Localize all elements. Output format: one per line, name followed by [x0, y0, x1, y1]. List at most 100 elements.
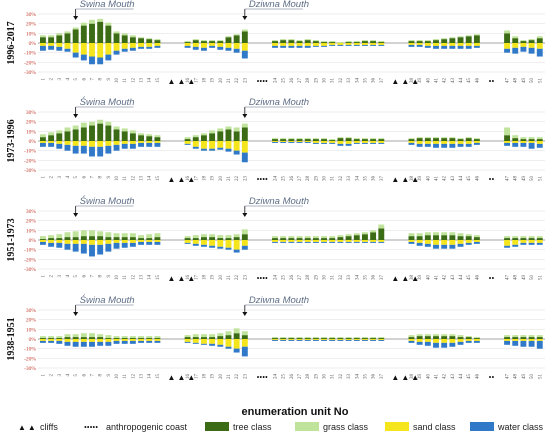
bar-tree [473, 338, 480, 339]
bar-grass [113, 126, 120, 130]
bar-sand [296, 339, 303, 340]
bar-grass [321, 138, 328, 140]
bar-sand [441, 339, 448, 343]
bar-sand [312, 141, 319, 143]
bar-water [504, 340, 511, 345]
bar-grass [353, 138, 360, 140]
bar-sand [272, 141, 278, 142]
bar-tree [48, 338, 55, 339]
bar-sand [304, 141, 311, 142]
bar-water [72, 52, 79, 58]
bar-water [105, 54, 112, 61]
y-tick-label: -30% [24, 168, 36, 174]
bar-water [121, 340, 128, 344]
x-tick-label: 49 [522, 374, 527, 380]
bar-sand [40, 141, 46, 143]
bar-water [536, 48, 543, 57]
anthropogenic-marker: •••• [257, 77, 268, 86]
bar-tree [520, 41, 527, 43]
bar-sand [408, 339, 415, 341]
bar-tree [225, 37, 232, 43]
x-tick-label: 51 [538, 374, 543, 380]
x-tick-label: 43 [451, 374, 456, 380]
bar-sand [217, 339, 224, 345]
x-tick-label: 33 [347, 176, 352, 182]
bar-tree [512, 238, 519, 240]
bar-sand [233, 240, 240, 250]
x-tick-label: 18 [202, 275, 207, 281]
x-tick-label: 33 [347, 78, 352, 84]
x-tick-label: 40 [426, 176, 431, 182]
bar-water [441, 342, 448, 348]
bar-water [321, 45, 328, 47]
bar-water [321, 241, 328, 243]
bar-tree [312, 139, 319, 141]
bar-sand [288, 240, 295, 242]
bar-grass [416, 233, 423, 237]
bar-tree [209, 237, 216, 240]
anthropogenic-marker: •••• [257, 274, 268, 283]
bar-tree [337, 138, 344, 141]
bar-sand [337, 141, 344, 144]
bar-sand [378, 43, 385, 45]
bar-water [416, 143, 423, 147]
bar-grass [528, 137, 535, 140]
bar-sand [272, 43, 278, 46]
bar-sand [441, 141, 448, 144]
bar-grass [233, 328, 240, 334]
bar-sand [449, 43, 456, 46]
anthropogenic-marker: •••• [257, 175, 268, 184]
bar-sand [441, 43, 448, 46]
bar-tree [353, 235, 360, 240]
bar-sand [345, 43, 352, 45]
x-tick-label: 43 [451, 275, 456, 281]
bar-grass [154, 336, 161, 339]
x-tick-label: 5 [74, 176, 79, 179]
x-tick-label: 35 [363, 374, 368, 380]
bar-sand [97, 141, 104, 147]
bar-sand [345, 141, 352, 144]
bar-tree [304, 238, 311, 240]
bar-grass [536, 137, 543, 140]
bar-grass [97, 119, 104, 124]
bar-water [337, 143, 344, 146]
bar-tree [353, 139, 360, 141]
mouth-label: Świna Mouth [80, 294, 135, 306]
bar-grass [353, 337, 360, 339]
bar-tree [121, 237, 128, 240]
bar-water [424, 45, 431, 48]
bar-grass [146, 234, 153, 239]
bar-tree [449, 235, 456, 240]
bar-water [528, 340, 535, 347]
x-tick-label: 35 [363, 275, 368, 281]
bar-grass [362, 40, 368, 42]
bar-sand [105, 141, 112, 146]
bar-grass [449, 232, 456, 236]
x-tick-label: 41 [435, 374, 440, 380]
anthropogenic-marker: •••• [257, 373, 268, 382]
bar-tree [217, 131, 224, 141]
x-tick-label: 38 [410, 374, 415, 380]
bar-tree [528, 139, 535, 141]
bar-sand [129, 43, 136, 48]
bar-tree [304, 139, 311, 141]
x-tick-label: 3 [58, 374, 63, 377]
x-tick-label: 21 [227, 275, 232, 281]
bar-water [449, 342, 456, 347]
bar-tree [105, 125, 112, 141]
bar-grass [272, 337, 278, 339]
x-tick-label: 18 [202, 78, 207, 84]
bar-sand [473, 240, 480, 242]
bar-sand [370, 141, 377, 143]
bar-sand [154, 240, 161, 242]
bar-tree [105, 25, 112, 43]
bar-water [520, 242, 527, 245]
bar-grass [48, 235, 55, 239]
bar-tree [416, 336, 423, 339]
bar-water [154, 45, 161, 48]
bar-tree [337, 237, 344, 240]
bar-grass [512, 36, 519, 39]
bar-tree [353, 42, 360, 43]
bar-water [528, 142, 535, 149]
bar-sand [288, 43, 295, 46]
